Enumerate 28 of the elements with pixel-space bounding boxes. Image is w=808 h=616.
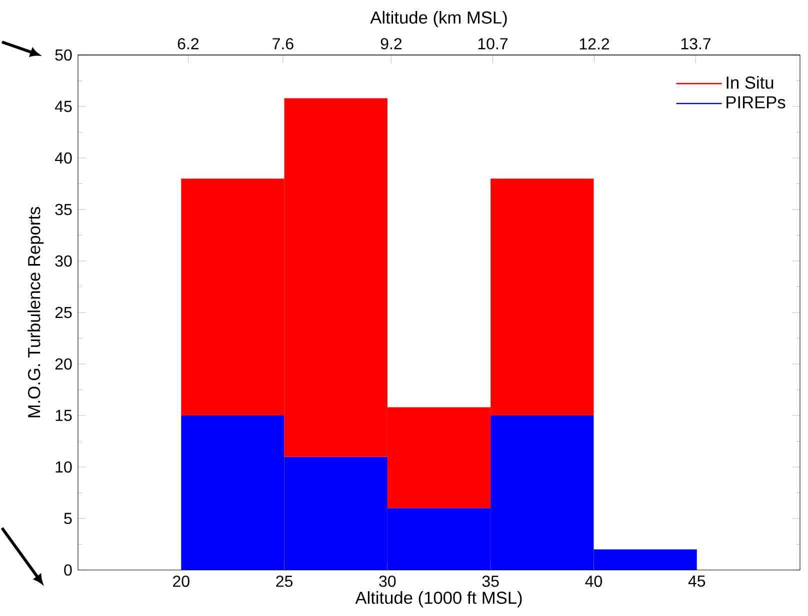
- x2-tick-label: 6.2: [178, 38, 198, 50]
- y-tick-label: 45: [54, 100, 72, 112]
- x-tick-label: 30: [379, 576, 396, 587]
- y-tick-label: 20: [55, 358, 72, 370]
- x-tick-label: 25: [276, 576, 292, 587]
- y-tick-label: 40: [54, 152, 72, 164]
- x2-tick-label: 13.7: [681, 38, 711, 50]
- y-tick-label: 30: [55, 255, 72, 267]
- y-tick-label: 50: [55, 49, 72, 61]
- x-tick-label: 40: [585, 576, 602, 587]
- y-tick-label: 15: [56, 410, 72, 422]
- x2-tick-label: 9.2: [380, 38, 402, 50]
- y-tick-label: 25: [55, 306, 72, 318]
- x2-tick-label: 10.7: [478, 38, 508, 50]
- x-axis-title: Altitude (1000 ft MSL): [355, 591, 522, 608]
- y-tick-label: 35: [55, 204, 72, 216]
- y-tick-label: 5: [64, 512, 72, 524]
- y-tick-label: 10: [56, 461, 72, 473]
- x2-axis-title: Altitude (km MSL): [370, 10, 507, 28]
- x2-tick-label: 12.2: [580, 38, 610, 50]
- x-tick-label: 45: [688, 576, 706, 587]
- y-axis-title: M.O.G. Turbulence Reports: [28, 207, 44, 418]
- legend-label: PIREPs: [726, 96, 786, 108]
- x-tick-label: 35: [482, 576, 499, 587]
- x-tick-label: 20: [173, 576, 190, 587]
- legend-label: In Situ: [726, 76, 774, 89]
- y-tick-label: 0: [64, 564, 72, 576]
- x2-tick-label: 7.6: [272, 38, 294, 50]
